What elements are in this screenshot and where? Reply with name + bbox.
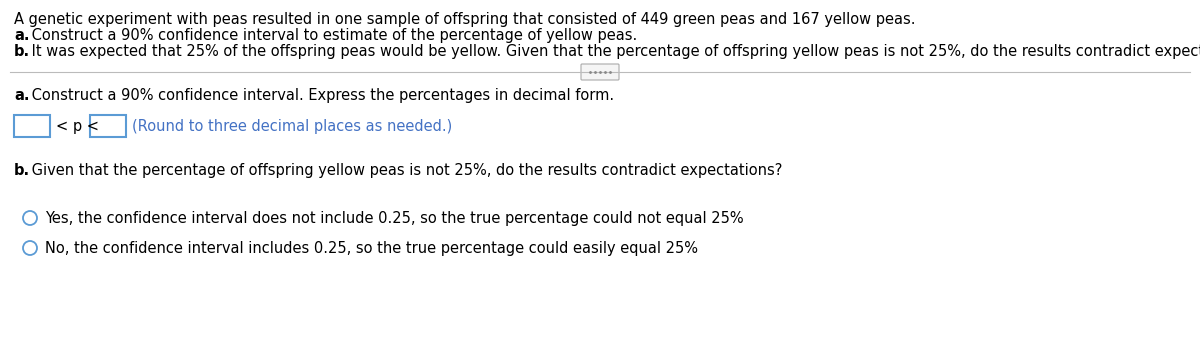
Circle shape [23,211,37,225]
FancyBboxPatch shape [14,115,50,137]
Text: Given that the percentage of offspring yellow peas is not 25%, do the results co: Given that the percentage of offspring y… [28,163,782,178]
Text: It was expected that 25% of the offspring peas would be yellow. Given that the p: It was expected that 25% of the offsprin… [28,44,1200,59]
Text: a.: a. [14,88,30,103]
Text: A genetic experiment with peas resulted in one sample of offspring that consiste: A genetic experiment with peas resulted … [14,12,916,27]
Text: < p <: < p < [56,119,98,134]
FancyBboxPatch shape [581,64,619,80]
Text: a.: a. [14,28,30,43]
Text: No, the confidence interval includes 0.25, so the true percentage could easily e: No, the confidence interval includes 0.2… [46,241,698,256]
Text: b.: b. [14,163,30,178]
Text: (Round to three decimal places as needed.): (Round to three decimal places as needed… [132,119,452,134]
Text: Construct a 90% confidence interval to estimate of the percentage of yellow peas: Construct a 90% confidence interval to e… [28,28,637,43]
Text: b.: b. [14,44,30,59]
Text: Construct a 90% confidence interval. Express the percentages in decimal form.: Construct a 90% confidence interval. Exp… [28,88,614,103]
Text: Yes, the confidence interval does not include 0.25, so the true percentage could: Yes, the confidence interval does not in… [46,211,744,225]
FancyBboxPatch shape [90,115,126,137]
Circle shape [23,241,37,255]
